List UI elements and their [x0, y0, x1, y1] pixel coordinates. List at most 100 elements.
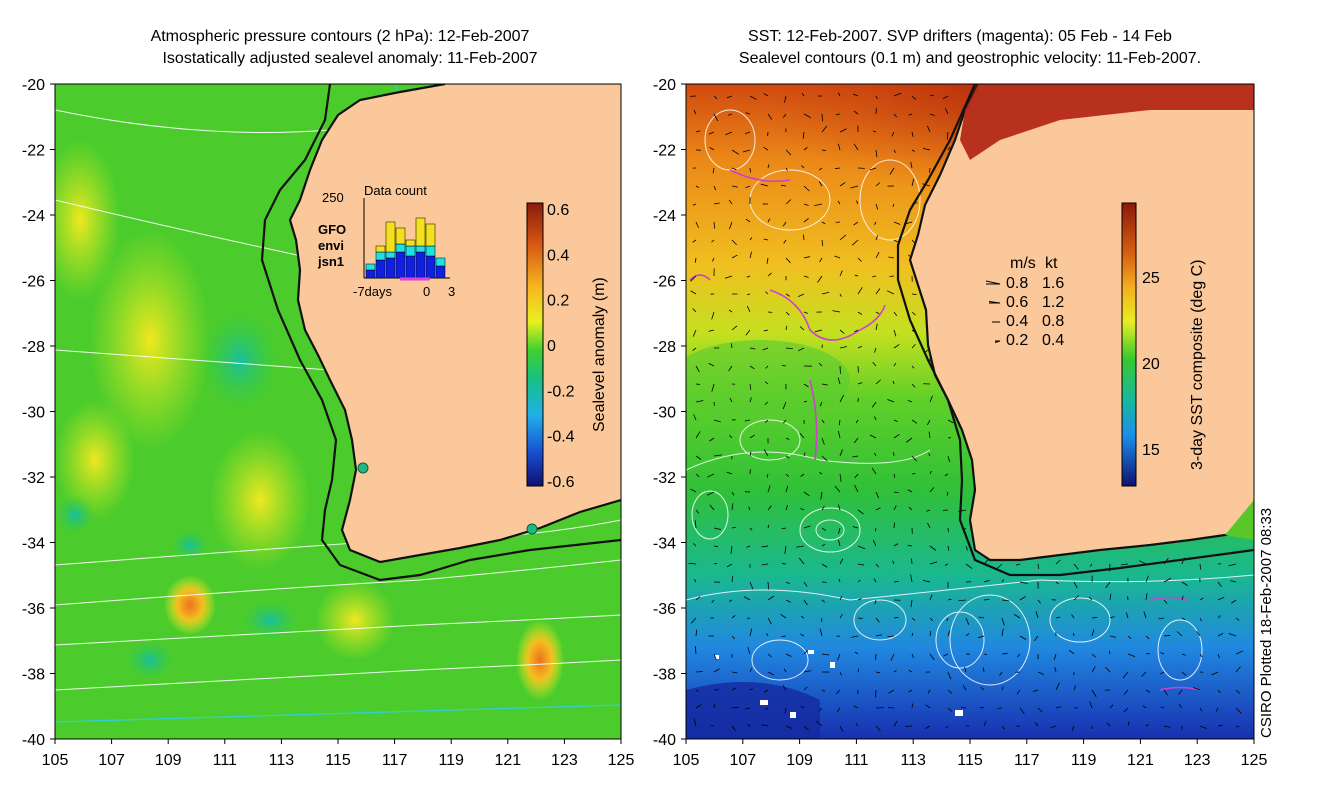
- velocity-arrow: [1054, 666, 1057, 673]
- velocity-arrow: [731, 526, 736, 529]
- velocity-arrow: [764, 707, 769, 711]
- velocity-legend-ms: 0.4: [1006, 313, 1028, 330]
- velocity-arrow: [1217, 689, 1221, 694]
- velocity-arrow: [821, 419, 825, 424]
- velocity-arrow: [803, 256, 810, 259]
- velocity-arrow: [815, 720, 823, 727]
- velocity-arrow: [749, 527, 753, 531]
- velocity-arrow: [821, 689, 826, 692]
- velocity-arrow: [693, 543, 697, 547]
- inset-bar: [435, 257, 446, 267]
- velocity-arrow: [852, 455, 859, 458]
- velocity-arrow: [1145, 593, 1148, 601]
- velocity-arrow: [1019, 707, 1025, 715]
- velocity-arrow: [1089, 563, 1093, 567]
- velocity-arrow: [749, 668, 752, 673]
- shelf-edge-left: [260, 84, 621, 582]
- velocity-arrow: [749, 347, 756, 350]
- inset-bar: [365, 263, 376, 271]
- velocity-arrow: [694, 646, 697, 655]
- velocity-arrow: [713, 401, 715, 406]
- velocity-arrow: [731, 325, 738, 331]
- velocity-arrow: [853, 143, 859, 151]
- velocity-arrow: [728, 365, 733, 372]
- velocity-arrow: [839, 128, 847, 133]
- velocity-arrow: [964, 666, 967, 673]
- velocity-arrow: [817, 275, 823, 283]
- velocity-arrow: [1163, 635, 1171, 637]
- velocity-arrow: [761, 545, 769, 548]
- sla-colorbar: 0.6 0.4 0.2 0 -0.2 -0.4 -0.6 Sealevel anomaly …: [526, 202, 608, 491]
- velocity-arrow: [1072, 632, 1075, 637]
- y-tick-label: -30: [22, 405, 45, 422]
- velocity-arrow: [922, 579, 931, 583]
- velocity-arrow: [983, 720, 987, 727]
- velocity-arrow: [731, 185, 738, 188]
- velocity-arrow: [1160, 706, 1165, 709]
- velocity-arrow: [800, 508, 805, 511]
- velocity-arrow: [1037, 707, 1043, 713]
- velocity-arrow: [946, 617, 949, 622]
- velocity-arrow: [927, 419, 931, 426]
- velocity-arrow: [783, 239, 787, 244]
- velocity-arrow: [1235, 689, 1241, 694]
- velocity-arrow: [821, 221, 826, 225]
- velocity-arrow: [785, 437, 790, 440]
- velocity-arrow: [872, 362, 877, 367]
- velocity-arrow: [905, 437, 913, 443]
- sla-low-region: [170, 529, 210, 561]
- velocity-legend-kt: 1.6: [1042, 275, 1064, 292]
- velocity-arrow: [767, 617, 772, 625]
- velocity-arrow: [854, 329, 859, 333]
- velocity-arrow: [708, 329, 715, 332]
- velocity-arrow: [1145, 724, 1150, 727]
- x-tick-label: 119: [438, 752, 464, 769]
- velocity-arrow: [875, 235, 879, 241]
- velocity-arrow: [802, 131, 805, 139]
- velocity-arrow: [693, 414, 697, 421]
- velocity-arrow: [713, 221, 716, 229]
- velocity-arrow: [873, 578, 877, 583]
- velocity-arrow: [819, 472, 823, 475]
- velocity-arrow: [713, 562, 718, 565]
- velocity-arrow: [1127, 653, 1136, 658]
- velocity-arrow: [1001, 652, 1008, 655]
- velocity-arrow: [911, 419, 918, 424]
- velocity-arrow: [1091, 689, 1097, 697]
- sla-colorbar-tick: -0.6: [547, 474, 575, 491]
- velocity-arrow: [763, 146, 769, 151]
- velocity-arrow: [785, 325, 788, 331]
- velocity-arrow: [929, 617, 934, 621]
- velocity-arrow: [1073, 563, 1079, 570]
- velocity-arrow: [1055, 706, 1062, 709]
- y-tick-label: -20: [653, 77, 676, 94]
- velocity-arrow: [726, 95, 733, 99]
- velocity-arrow: [692, 203, 697, 206]
- inset-bar: [405, 239, 416, 247]
- velocity-arrow: [727, 113, 733, 116]
- velocity-arrow: [893, 362, 897, 367]
- velocity-arrow: [821, 455, 828, 462]
- velocity-arrow: [803, 452, 806, 457]
- velocity-arrow: [1163, 725, 1171, 728]
- inset-legend-envi: envi: [318, 238, 344, 253]
- velocity-arrow: [857, 668, 860, 673]
- velocity-arrow: [1001, 628, 1004, 637]
- velocity-arrow: [1068, 649, 1075, 655]
- shelf-edge-right: [896, 84, 1254, 577]
- velocity-arrow: [999, 671, 1003, 676]
- velocity-arrow: [785, 473, 790, 477]
- velocity-arrow: [763, 329, 769, 332]
- velocity-arrow: [731, 167, 737, 171]
- left-title-line2: Isostatically adjusted sealevel anomaly:…: [162, 50, 538, 67]
- cloud-mask: [715, 650, 963, 718]
- velocity-arrow: [710, 724, 715, 727]
- velocity-arrow: [731, 725, 736, 732]
- velocity-arrow: [886, 290, 895, 295]
- velocity-arrow: [911, 653, 914, 659]
- inset-bar: [375, 245, 386, 253]
- velocity-arrow: [958, 599, 967, 602]
- velocity-arrow: [911, 293, 917, 295]
- velocity-arrow: [926, 509, 931, 512]
- velocity-arrow: [1127, 721, 1130, 727]
